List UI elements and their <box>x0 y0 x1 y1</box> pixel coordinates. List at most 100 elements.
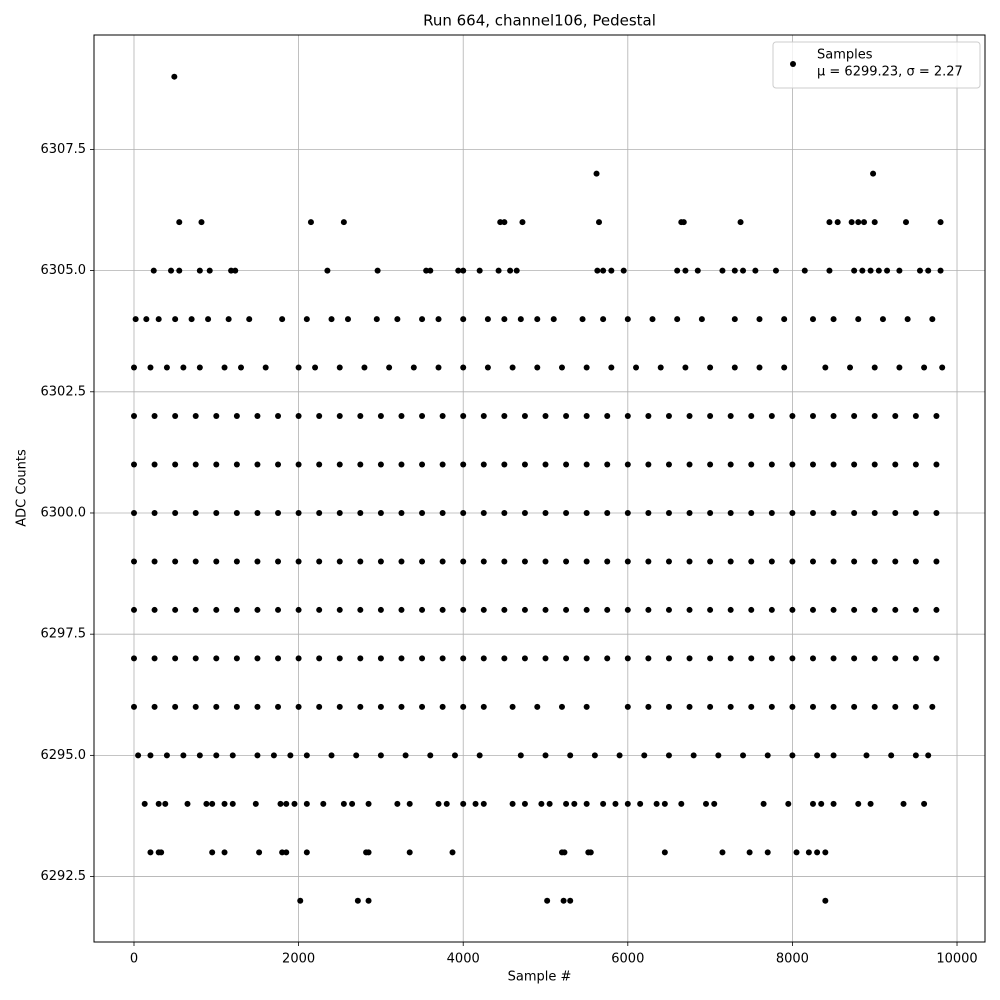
sample-point <box>768 509 775 516</box>
sample-point <box>172 461 179 468</box>
sample-point <box>624 509 631 516</box>
sample-point <box>939 364 946 371</box>
sample-point <box>377 703 384 710</box>
sample-point <box>594 267 601 274</box>
sample-point <box>402 752 409 759</box>
sample-point <box>449 849 456 856</box>
sample-point <box>641 752 648 759</box>
sample-point <box>814 849 821 856</box>
sample-point <box>254 752 261 759</box>
sample-point <box>377 413 384 420</box>
sample-point <box>896 267 903 274</box>
sample-point <box>789 509 796 516</box>
sample-point <box>303 849 310 856</box>
sample-point <box>501 509 508 516</box>
sample-point <box>295 509 302 516</box>
sample-point <box>694 267 701 274</box>
sample-point <box>155 316 162 323</box>
sample-point <box>155 800 162 807</box>
sample-point <box>237 364 244 371</box>
sample-point <box>665 413 672 420</box>
sample-point <box>746 849 753 856</box>
sample-point <box>233 413 240 420</box>
sample-point <box>731 316 738 323</box>
sample-point <box>213 703 220 710</box>
sample-point <box>460 655 467 662</box>
sample-point <box>275 655 282 662</box>
sample-point <box>419 606 426 613</box>
sample-point <box>361 364 368 371</box>
sample-point <box>678 800 685 807</box>
sample-point <box>398 703 405 710</box>
x-tick-label: 4000 <box>447 952 480 967</box>
sample-point <box>768 461 775 468</box>
sample-point <box>316 606 323 613</box>
sample-point <box>929 703 936 710</box>
sample-point <box>851 267 858 274</box>
sample-point <box>870 170 877 177</box>
sample-point <box>521 655 528 662</box>
sample-point <box>254 655 261 662</box>
sample-point <box>809 558 816 565</box>
sample-point <box>624 316 631 323</box>
sample-point <box>707 364 714 371</box>
sample-point <box>665 461 672 468</box>
sample-point <box>871 558 878 565</box>
sample-point <box>501 655 508 662</box>
sample-point <box>283 800 290 807</box>
sample-point <box>624 461 631 468</box>
sample-point <box>830 752 837 759</box>
sample-point <box>793 849 800 856</box>
sample-point <box>328 316 335 323</box>
sample-point <box>583 703 590 710</box>
sample-point <box>665 752 672 759</box>
sample-point <box>357 703 364 710</box>
sample-point <box>892 703 899 710</box>
sample-point <box>252 800 259 807</box>
sample-point <box>612 800 619 807</box>
sample-point <box>180 752 187 759</box>
sample-point <box>912 558 919 565</box>
sample-point <box>534 364 541 371</box>
sample-point <box>143 316 150 323</box>
sample-point <box>254 413 261 420</box>
sample-point <box>583 606 590 613</box>
sample-point <box>740 752 747 759</box>
sample-point <box>583 461 590 468</box>
sample-point <box>439 655 446 662</box>
sample-point <box>357 606 364 613</box>
sample-point <box>563 413 570 420</box>
sample-point <box>680 219 687 226</box>
sample-point <box>521 800 528 807</box>
sample-point <box>172 316 179 323</box>
sample-point <box>287 752 294 759</box>
sample-point <box>303 316 310 323</box>
sample-point <box>340 800 347 807</box>
sample-point <box>303 752 310 759</box>
sample-point <box>427 267 434 274</box>
sample-point <box>398 606 405 613</box>
sample-point <box>892 558 899 565</box>
sample-point <box>316 509 323 516</box>
sample-point <box>509 364 516 371</box>
sample-point <box>192 413 199 420</box>
sample-point <box>460 364 467 371</box>
sample-point <box>246 316 253 323</box>
sample-point <box>521 413 528 420</box>
sample-point <box>213 606 220 613</box>
sample-point <box>275 606 282 613</box>
sample-point <box>593 170 600 177</box>
sample-point <box>707 558 714 565</box>
sample-point <box>871 509 878 516</box>
sample-point <box>501 316 508 323</box>
sample-point <box>871 364 878 371</box>
sample-point <box>633 364 640 371</box>
sample-point <box>275 461 282 468</box>
sample-point <box>172 703 179 710</box>
sample-point <box>809 703 816 710</box>
sample-point <box>768 703 775 710</box>
x-tick-label: 8000 <box>776 952 809 967</box>
sample-point <box>674 267 681 274</box>
sample-point <box>686 413 693 420</box>
sample-point <box>480 413 487 420</box>
